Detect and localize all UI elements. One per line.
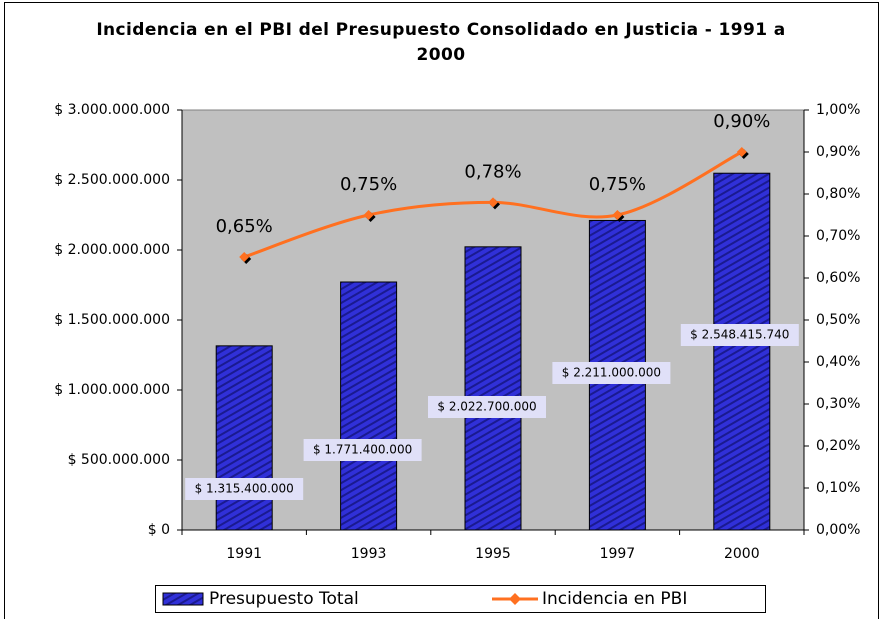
y2-tick-label: 0,10% (816, 480, 860, 496)
x-tick-label: 1995 (475, 546, 511, 562)
y2-tick-label: 0,60% (816, 270, 860, 286)
bar (215, 345, 273, 531)
value-label: 0,75% (589, 174, 646, 195)
y2-tick-label: 0,70% (816, 228, 860, 244)
y2-tick-label: 0,00% (816, 522, 860, 538)
x-tick-label: 2000 (724, 546, 760, 562)
value-label-box (428, 396, 546, 418)
value-label: 0,78% (464, 161, 521, 182)
y2-tick-label: 0,90% (816, 144, 860, 160)
y2-tick-label: 0,50% (816, 312, 860, 328)
value-label: $ 2.211.000.000 (562, 366, 661, 380)
value-label: 0,90% (713, 111, 770, 132)
y-tick-label: $ 2.500.000.000 (54, 172, 170, 188)
y2-tick-label: 0,30% (816, 396, 860, 412)
y-tick-label: $ 1.000.000.000 (54, 382, 170, 398)
legend (155, 585, 766, 613)
value-label: $ 2.548.415.740 (690, 328, 789, 342)
marker (612, 210, 623, 220)
value-label-box (185, 478, 304, 500)
marker (488, 197, 498, 208)
value-label: 0,65% (216, 216, 273, 237)
bar (713, 172, 771, 531)
bar (464, 246, 522, 531)
value-label: $ 2.022.700.000 (437, 400, 536, 414)
bar (340, 281, 398, 531)
y2-tick-label: 0,20% (816, 438, 860, 454)
value-label-box (680, 324, 799, 346)
y2-tick-label: 0,40% (816, 354, 860, 370)
y-tick-label: $ 1.500.000.000 (54, 312, 170, 328)
y2-tick-label: 0,80% (816, 186, 860, 202)
marker (736, 147, 747, 157)
x-tick-label: 1991 (226, 546, 262, 562)
value-label-box (303, 439, 422, 461)
legend-swatch (162, 592, 204, 606)
value-label: $ 1.315.400.000 (195, 482, 294, 496)
marker (363, 210, 374, 220)
x-tick-label: 1997 (600, 546, 636, 562)
legend-marker (509, 593, 521, 605)
legend-label: Incidencia en PBI (542, 589, 687, 609)
value-label-box (552, 362, 671, 384)
value-label: $ 1.771.400.000 (313, 443, 412, 457)
x-tick-label: 1993 (351, 546, 387, 562)
y-tick-label: $ 3.000.000.000 (54, 102, 170, 118)
y2-tick-label: 1,00% (816, 102, 860, 118)
y-tick-label: $ 0 (148, 522, 170, 538)
value-label: 0,75% (340, 174, 397, 195)
marker (239, 252, 250, 262)
y-tick-label: $ 2.000.000.000 (54, 242, 170, 258)
y-tick-label: $ 500.000.000 (68, 452, 170, 468)
legend-label: Presupuesto Total (209, 589, 359, 609)
chart-title: Incidencia en el PBI del Presupuesto Con… (96, 20, 786, 65)
